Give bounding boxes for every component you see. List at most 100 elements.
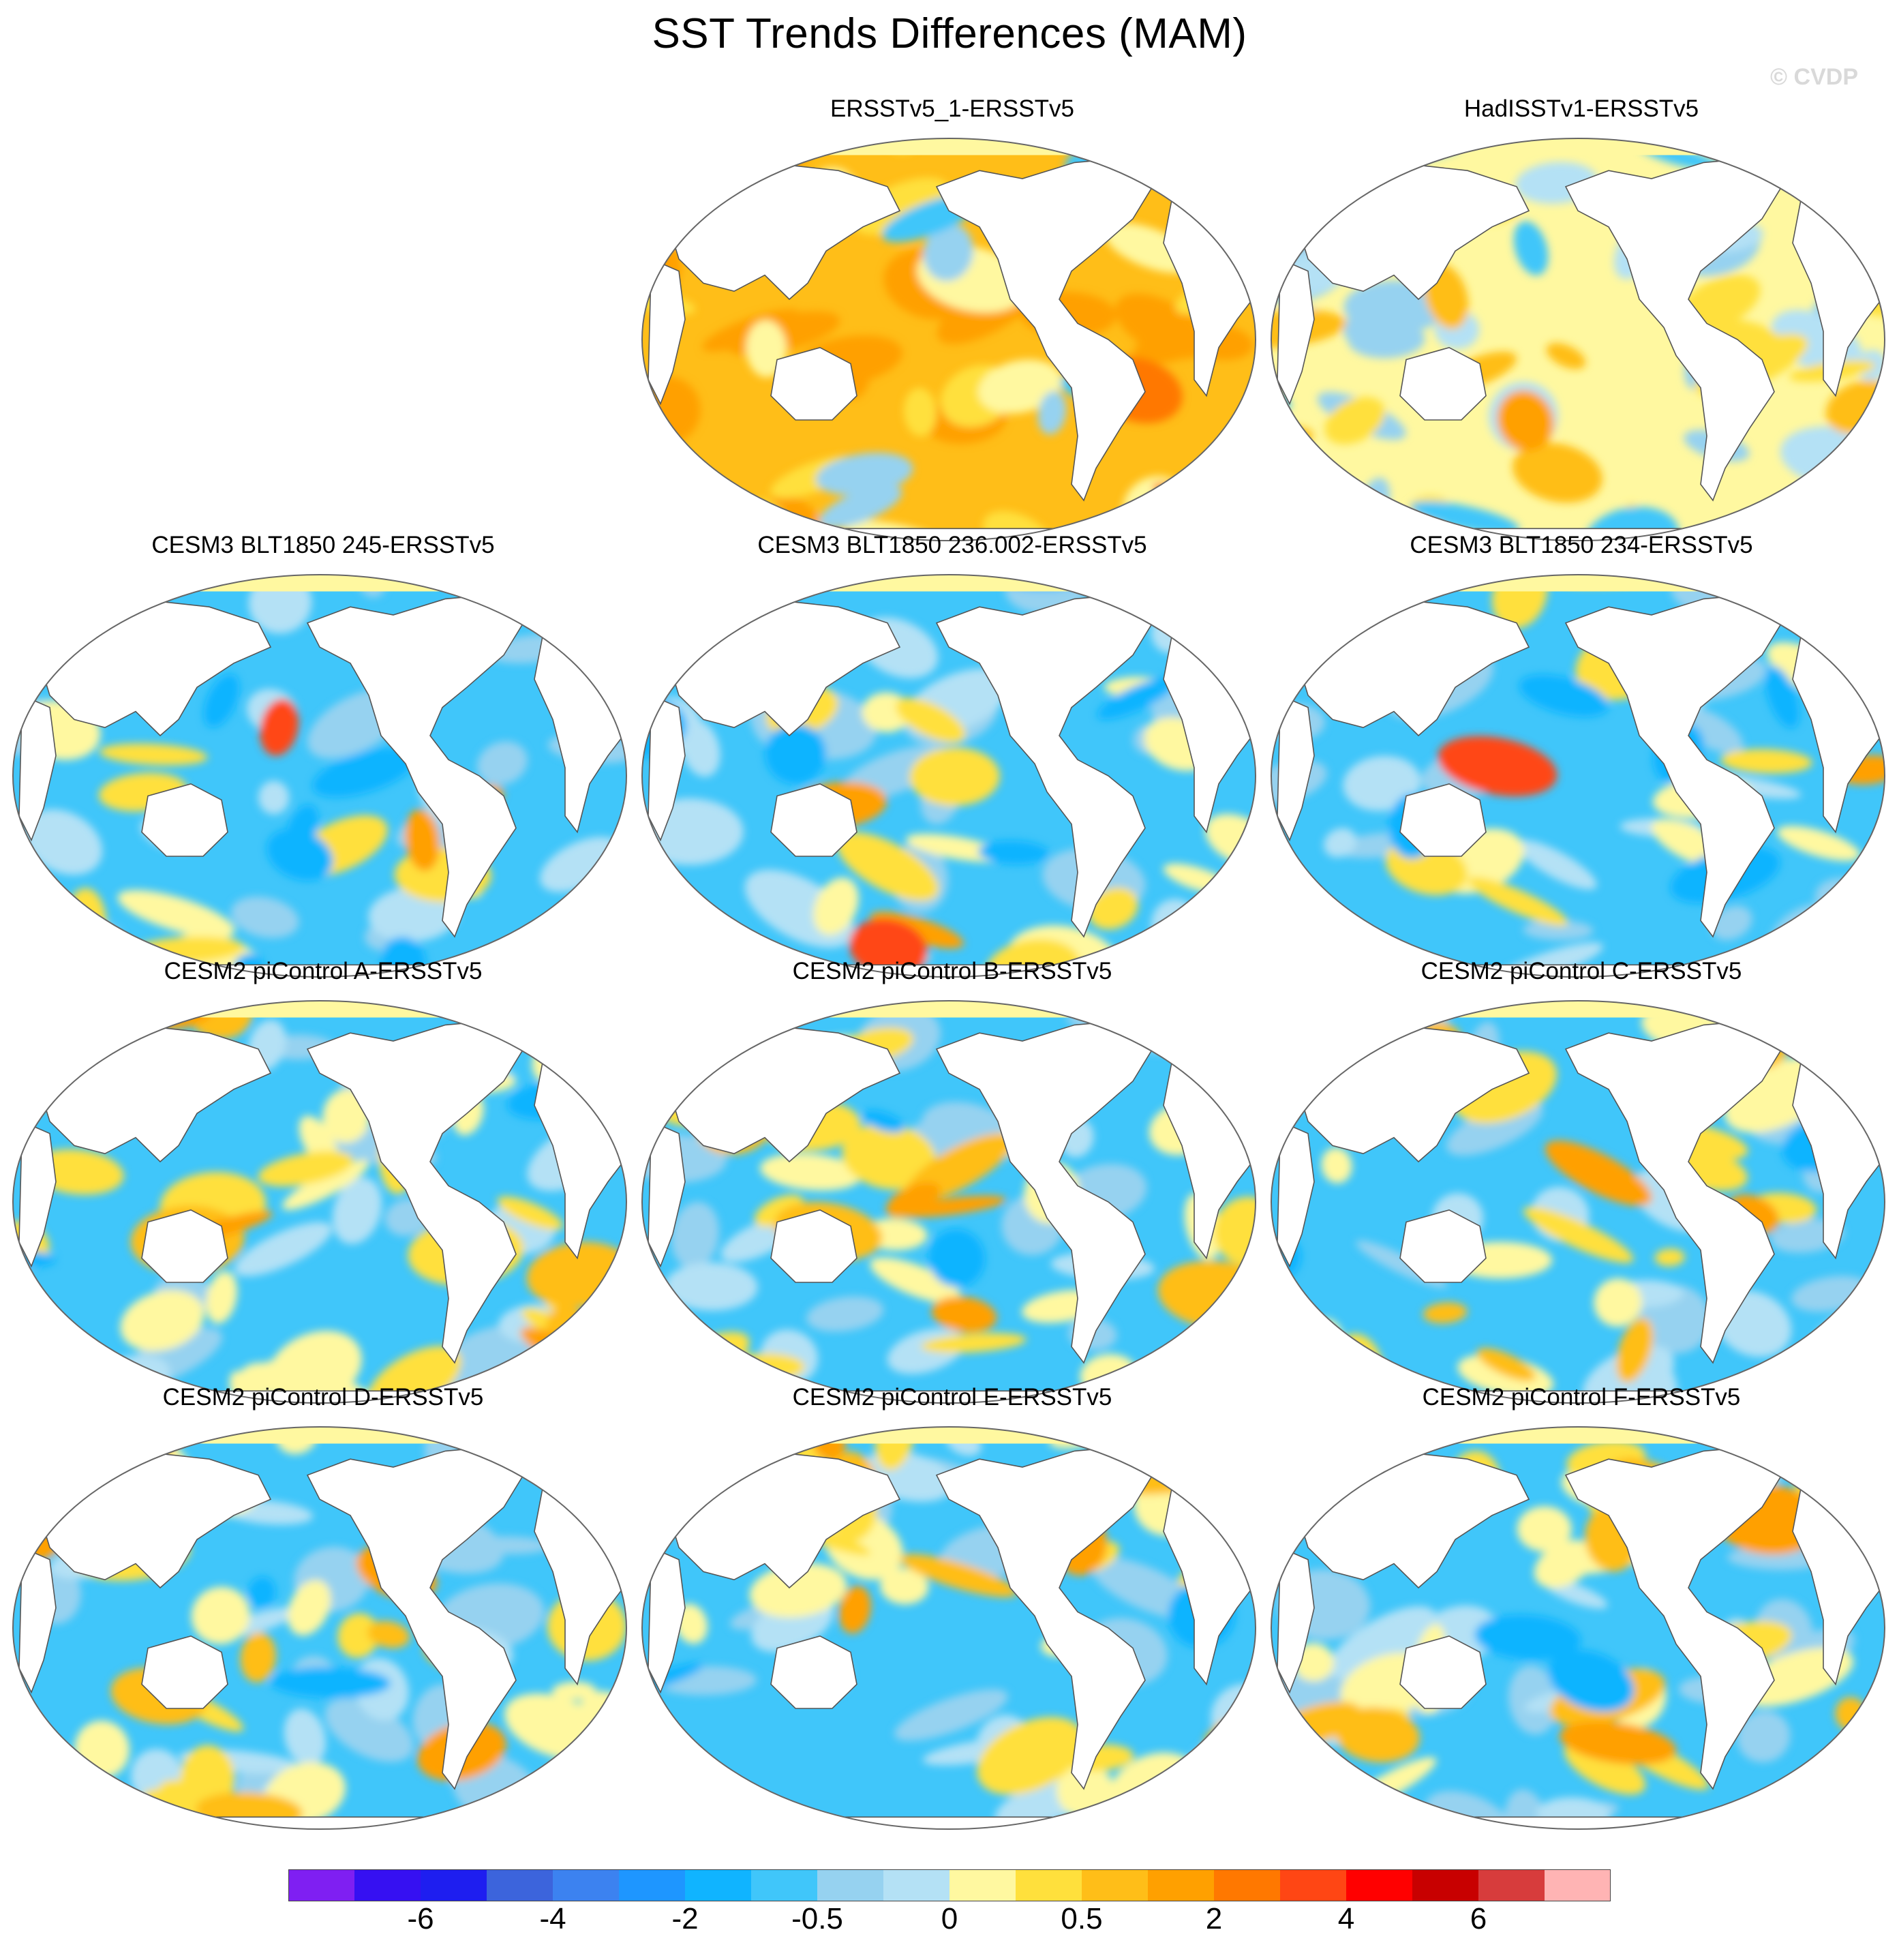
anomaly-patch — [1513, 442, 1602, 503]
cvdp-credit: © CVDP — [1770, 64, 1858, 90]
anomaly-patch — [977, 1717, 1084, 1795]
anomaly-patch — [1523, 920, 1594, 940]
anomaly-patch — [642, 1760, 690, 1805]
map-border — [12, 574, 627, 978]
colorbar-box — [1412, 1869, 1479, 1901]
land-greenland — [1755, 1434, 1800, 1472]
land-australia — [1399, 783, 1487, 857]
anomaly-patch — [267, 1330, 362, 1403]
robinson-map — [641, 1000, 1256, 1404]
anomaly-patch — [1214, 1723, 1256, 1748]
anomaly-patch — [870, 1257, 962, 1303]
land-americas — [1564, 594, 1788, 938]
colorbar-box — [1280, 1869, 1347, 1901]
map-panel-title: ERSSTv5_1-ERSSTv5 — [830, 95, 1074, 122]
colorbar-box — [487, 1869, 553, 1901]
anomaly-patch — [644, 902, 680, 935]
land-australia — [141, 1635, 228, 1709]
anomaly-patch — [120, 1290, 204, 1351]
anomaly-patch — [258, 781, 290, 815]
robinson-map — [641, 138, 1256, 541]
anomaly-patch — [819, 485, 902, 529]
anomaly-patch — [1410, 501, 1520, 534]
anomaly-patch — [497, 1196, 564, 1231]
anomaly-patch — [282, 1160, 369, 1210]
colorbar-tick-label: 0.5 — [1061, 1902, 1103, 1935]
map-border — [641, 574, 1256, 978]
colorbar-box — [751, 1869, 818, 1901]
anomaly-patch — [1284, 138, 1404, 179]
anomaly-patch — [1328, 1606, 1436, 1680]
map-panel: CESM2 piControl A-ERSSTv5 — [10, 958, 637, 1408]
anomaly-patch — [466, 1536, 551, 1554]
robinson-map — [641, 1426, 1256, 1830]
map-panel-title: CESM3 BLT1850 234-ERSSTv5 — [1410, 532, 1753, 558]
robinson-map — [12, 574, 627, 978]
anomaly-patch — [191, 1586, 250, 1644]
anomaly-patch — [1037, 391, 1067, 435]
map-panel: CESM2 piControl B-ERSSTv5 — [639, 958, 1266, 1408]
land-antarctica — [135, 1816, 504, 1829]
anomaly-patch — [909, 747, 1000, 806]
anomaly-patch — [312, 747, 416, 798]
anomaly-patch — [1847, 1001, 1885, 1064]
robinson-map — [1271, 574, 1885, 978]
land-americas — [1564, 1446, 1788, 1790]
anomaly-patch — [13, 1327, 79, 1382]
colorbar-tick-label: -2 — [671, 1902, 699, 1935]
map-border — [1271, 138, 1885, 541]
colorbar-box — [1016, 1869, 1082, 1901]
anomaly-patch — [642, 1331, 675, 1373]
anomaly-patch — [1765, 665, 1799, 729]
anomaly-patch — [1321, 1147, 1352, 1183]
anomaly-patch — [540, 836, 622, 892]
land-australia — [770, 346, 857, 421]
land-greenland — [1126, 1434, 1171, 1472]
anomaly-patch — [931, 1296, 997, 1333]
map-panel: HadISSTv1-ERSSTv5 — [1268, 95, 1895, 545]
anomaly-patch — [230, 896, 299, 938]
anomaly-patch — [680, 719, 720, 777]
robinson-map — [12, 1426, 627, 1830]
map-panel-title: CESM3 BLT1850 245-ERSSTv5 — [151, 532, 495, 558]
anomaly-patch — [642, 1323, 699, 1370]
colorbar-box — [1346, 1869, 1413, 1901]
anomaly-patch — [697, 1805, 748, 1829]
land-greenland — [1755, 1008, 1800, 1046]
land-greenland — [1126, 582, 1171, 620]
anomaly-patch — [476, 741, 528, 785]
colorbar-tick-label: 2 — [1205, 1902, 1223, 1935]
anomaly-patch — [337, 1613, 380, 1659]
anomaly-patch — [269, 1667, 391, 1698]
anomaly-patch — [1822, 161, 1860, 212]
colorbar-box — [1478, 1869, 1545, 1901]
anomaly-patch — [815, 452, 913, 496]
anomaly-patch — [1271, 602, 1383, 633]
anomaly-patch — [1548, 1649, 1635, 1713]
anomaly-patch — [1720, 749, 1812, 774]
anomaly-patch — [48, 1782, 114, 1822]
map-border — [12, 1000, 627, 1404]
anomaly-patch — [836, 832, 939, 901]
land-australia — [1399, 1635, 1487, 1709]
anomaly-patch — [977, 840, 1050, 865]
land-greenland — [1126, 1008, 1171, 1046]
anomaly-patch — [287, 1580, 331, 1636]
land-americas — [306, 594, 530, 938]
map-panel: CESM2 piControl E-ERSSTv5 — [639, 1384, 1266, 1834]
anomaly-patch — [900, 1554, 1018, 1597]
anomaly-patch — [895, 697, 966, 743]
colorbar-box — [685, 1869, 752, 1901]
anomaly-patch — [760, 1153, 862, 1191]
land-antarctica — [1393, 1816, 1763, 1829]
colorbar-tick-label: -4 — [539, 1902, 566, 1935]
map-panel-title: CESM2 piControl E-ERSSTv5 — [792, 1384, 1112, 1411]
colorbar-box — [1082, 1869, 1149, 1901]
map-panel-title: CESM2 piControl F-ERSSTv5 — [1422, 1384, 1741, 1411]
land-americas — [1564, 157, 1788, 502]
anomaly-patch — [1343, 755, 1421, 811]
colorbar-box — [354, 1869, 421, 1901]
anomaly-patch — [1782, 1794, 1848, 1829]
anomaly-patch — [1516, 839, 1597, 890]
anomaly-patch — [511, 1796, 607, 1829]
